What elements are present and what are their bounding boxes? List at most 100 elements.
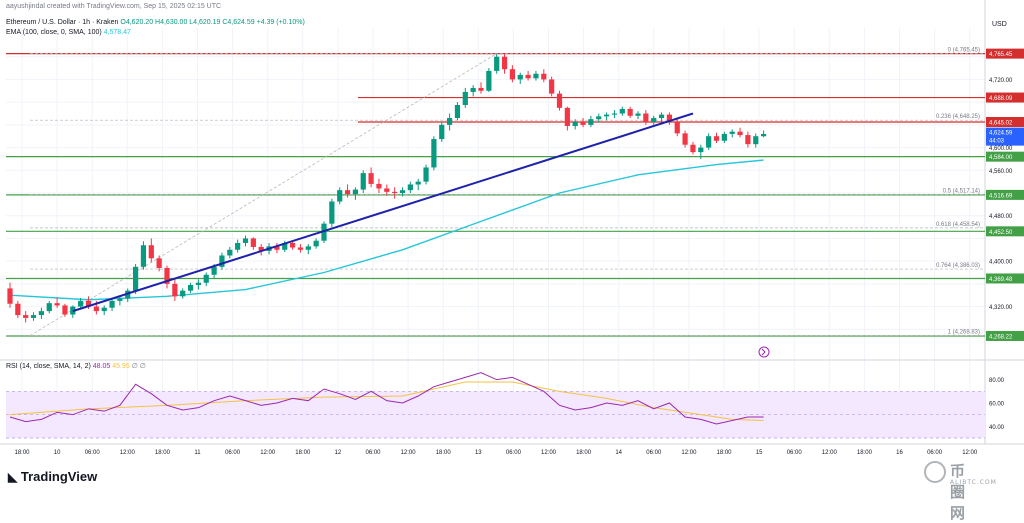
rsi-ma-line bbox=[9, 381, 764, 421]
time-tick-13: 13 bbox=[475, 450, 482, 456]
candle-body-22 bbox=[180, 290, 186, 297]
rsi-extra: ∅ ∅ bbox=[131, 363, 146, 370]
currency-label: USD bbox=[992, 21, 1007, 28]
candle-body-65 bbox=[517, 74, 523, 80]
candle-body-86 bbox=[682, 133, 688, 145]
time-tick-23: 12:00 bbox=[822, 450, 838, 456]
fib-label-1: 0.236 (4,648.25) bbox=[936, 114, 980, 120]
watermark-url: ALIBTC.COM bbox=[950, 479, 997, 486]
symbol-title: Ethereum / U.S. Dollar · 1h · Kraken O4,… bbox=[6, 19, 305, 26]
candle-body-23 bbox=[187, 284, 194, 291]
candle-body-88 bbox=[698, 147, 704, 153]
candle-body-29 bbox=[235, 242, 241, 250]
candle-body-12 bbox=[101, 307, 107, 312]
candle-body-14 bbox=[117, 298, 123, 301]
tradingview-logo-icon: ◣ bbox=[8, 470, 18, 484]
rsi-value: 48.05 bbox=[92, 363, 111, 370]
candle-body-34 bbox=[274, 246, 280, 250]
candle-body-87 bbox=[690, 144, 696, 153]
level-label-0: 4,765.45 bbox=[989, 52, 1013, 58]
time-tick-25: 16 bbox=[896, 450, 903, 456]
rsi-legend[interactable]: RSI (14, close, SMA, 14, 2) 48.05 45.95 … bbox=[6, 362, 146, 370]
candle-body-70 bbox=[556, 93, 563, 108]
price-tick-7: 4,480.00 bbox=[989, 214, 1013, 220]
candle-body-63 bbox=[501, 56, 508, 70]
candle-body-32 bbox=[258, 246, 264, 251]
candle-body-71 bbox=[564, 107, 570, 126]
rsi-tick-2: 40.00 bbox=[989, 425, 1005, 431]
candle-body-85 bbox=[674, 122, 680, 134]
candle-body-96 bbox=[761, 133, 767, 137]
candle-body-45 bbox=[360, 173, 366, 190]
chart-canvas[interactable]: 4,765.45 4,688.09 4,645.02 4,584.00 4,516.69… bbox=[0, 0, 1024, 493]
level-tag-1 bbox=[986, 92, 1024, 103]
time-tick-6: 06:00 bbox=[225, 450, 241, 456]
time-tick-24: 18:00 bbox=[857, 450, 873, 456]
tradingview-logo: ◣ TradingView bbox=[8, 469, 97, 484]
level-tag-5 bbox=[986, 226, 1024, 237]
candle-body-46 bbox=[368, 173, 374, 184]
ema-label: EMA (100, close, 0, SMA, 100) bbox=[6, 29, 102, 36]
rsi-line bbox=[9, 372, 764, 425]
fib-trend-line bbox=[29, 53, 497, 336]
level-label-4: 4,516.69 bbox=[989, 193, 1013, 199]
price-tick-1: 4,720.00 bbox=[989, 78, 1013, 84]
rsi-label: RSI (14, close, SMA, 14, 2) bbox=[6, 363, 91, 370]
candle-body-59 bbox=[470, 87, 476, 92]
time-tick-5: 11 bbox=[194, 450, 201, 456]
candle-body-89 bbox=[706, 136, 712, 148]
time-tick-9: 12 bbox=[335, 450, 342, 456]
candle-body-37 bbox=[297, 247, 304, 250]
time-axis[interactable]: 18:00 10 06:00 12:00 18:00 11 06:00 12:00 18:00 1… bbox=[14, 450, 977, 456]
candle-body-28 bbox=[227, 249, 233, 256]
candle-body-90 bbox=[713, 136, 720, 141]
candle-body-48 bbox=[384, 188, 390, 192]
candle-body-31 bbox=[250, 238, 256, 247]
candle-body-47 bbox=[376, 183, 382, 189]
candle-body-27 bbox=[219, 255, 225, 267]
candle-body-69 bbox=[549, 79, 555, 94]
candle-body-53 bbox=[423, 167, 429, 182]
candle-body-58 bbox=[462, 91, 468, 105]
candle-body-91 bbox=[721, 133, 727, 141]
time-tick-22: 06:00 bbox=[787, 450, 803, 456]
time-tick-3: 12:00 bbox=[120, 450, 136, 456]
level-label-6: 4,369.48 bbox=[989, 277, 1013, 283]
current-price-tag bbox=[986, 127, 1024, 146]
candle-body-25 bbox=[203, 274, 209, 283]
candle-body-41 bbox=[329, 201, 335, 224]
price-tick-9: 4,400.00 bbox=[989, 260, 1013, 266]
candle-body-68 bbox=[541, 73, 547, 80]
fib-label-4: 0.764 (4,386.03) bbox=[936, 263, 980, 269]
ema-100-line bbox=[9, 159, 764, 301]
time-tick-7: 12:00 bbox=[260, 450, 276, 456]
candle-body-3 bbox=[30, 315, 37, 318]
candle-body-2 bbox=[23, 315, 29, 318]
time-tick-27: 12:00 bbox=[962, 450, 978, 456]
ema-value: 4,578.47 bbox=[103, 29, 131, 36]
fib-label-3: 0.618 (4,458.54) bbox=[936, 222, 980, 228]
candle-body-43 bbox=[344, 190, 351, 195]
candle-body-55 bbox=[439, 124, 445, 140]
ema-legend[interactable]: EMA (100, close, 0, SMA, 100) 4,578.47 bbox=[6, 29, 131, 36]
symbol-name: Ethereum / U.S. Dollar · 1h · Kraken bbox=[6, 19, 119, 26]
rsi-band bbox=[6, 390, 985, 439]
candle-body-74 bbox=[588, 119, 594, 125]
alert-clock-icon[interactable] bbox=[758, 346, 770, 358]
candle-body-6 bbox=[54, 303, 60, 306]
time-tick-14: 06:00 bbox=[506, 450, 522, 456]
time-tick-19: 12:00 bbox=[681, 450, 697, 456]
candle-body-95 bbox=[753, 136, 759, 145]
candle-body-61 bbox=[486, 70, 492, 91]
candle-body-54 bbox=[431, 139, 437, 168]
watermark-logo-icon bbox=[924, 461, 946, 483]
candle-body-18 bbox=[148, 245, 154, 259]
candle-body-50 bbox=[399, 190, 406, 193]
candle-body-44 bbox=[352, 189, 358, 195]
candle-body-80 bbox=[635, 113, 641, 116]
price-axis[interactable]: 4,624.59 44:03 4,720.00 4,600.00 4,560.00 4,4… bbox=[986, 78, 1024, 311]
time-tick-0: 18:00 bbox=[14, 450, 30, 456]
candle-body-84 bbox=[666, 114, 672, 123]
time-tick-10: 06:00 bbox=[365, 450, 381, 456]
candle-body-36 bbox=[290, 242, 296, 248]
